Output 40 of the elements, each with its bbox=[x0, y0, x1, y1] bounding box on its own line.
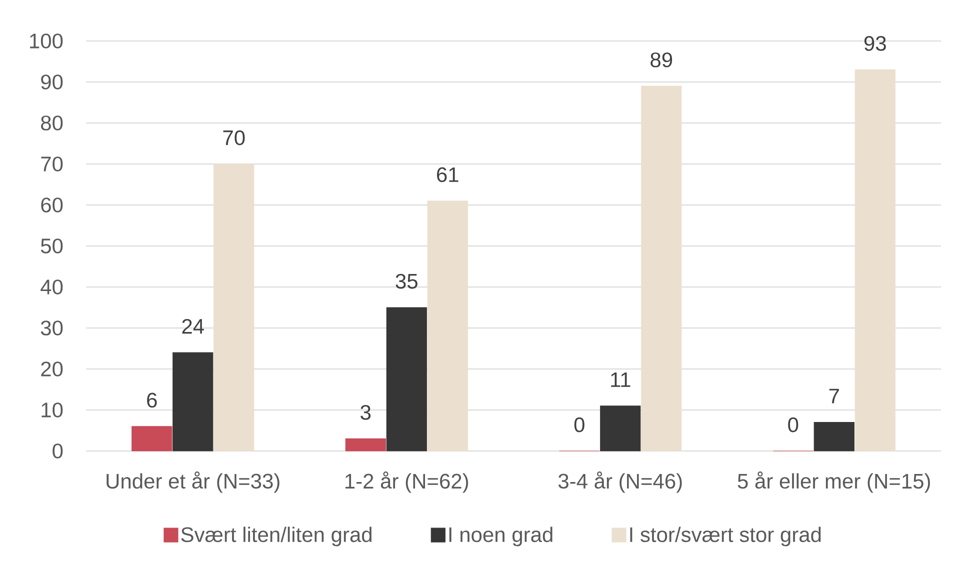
y-tick-label: 40 bbox=[40, 280, 63, 294]
legend-label: I noen grad bbox=[449, 526, 552, 546]
bar bbox=[600, 406, 641, 452]
bar bbox=[132, 426, 172, 452]
data-label: 70 bbox=[223, 130, 245, 146]
y-tick-label: 60 bbox=[41, 198, 63, 212]
data-label: 35 bbox=[396, 274, 418, 289]
y-tick-label: 80 bbox=[41, 116, 63, 130]
data-label: 0 bbox=[788, 417, 798, 432]
data-label: 93 bbox=[864, 36, 886, 51]
y-tick-label: 20 bbox=[41, 362, 63, 376]
y-tick-label: 100 bbox=[30, 34, 63, 48]
bar bbox=[814, 422, 854, 452]
data-label: 24 bbox=[182, 318, 204, 334]
bar bbox=[427, 200, 468, 452]
y-tick-label: 10 bbox=[42, 402, 63, 418]
data-label: 0 bbox=[574, 417, 584, 432]
x-tick-label: 3-4 år (N=46) bbox=[558, 472, 682, 493]
y-tick-label: 50 bbox=[40, 238, 63, 254]
x-tick-label: 5 år eller mer (N=15) bbox=[738, 472, 930, 493]
bar bbox=[345, 438, 386, 452]
data-label: 6 bbox=[147, 392, 157, 408]
y-tick-label: 70 bbox=[41, 156, 63, 172]
data-label: 7 bbox=[829, 388, 839, 404]
bar bbox=[172, 352, 214, 452]
data-label: 11 bbox=[611, 372, 630, 387]
bar bbox=[854, 69, 896, 452]
data-label: 61 bbox=[437, 167, 458, 182]
x-tick-label: 1-2 år (N=62) bbox=[345, 472, 468, 493]
data-label: 3 bbox=[360, 405, 371, 420]
legend-label: Svært liten/liten grad bbox=[181, 526, 372, 546]
data-label: 89 bbox=[650, 52, 672, 68]
bar bbox=[641, 86, 682, 452]
y-tick-label: 0 bbox=[52, 444, 63, 458]
y-tick-label: 90 bbox=[41, 74, 63, 90]
y-tick-label: 30 bbox=[40, 320, 63, 336]
legend-label: I stor/svært stor grad bbox=[630, 526, 821, 546]
x-tick-label: Under et år (N=33) bbox=[106, 472, 280, 493]
bar bbox=[214, 164, 254, 452]
bar bbox=[386, 307, 427, 452]
